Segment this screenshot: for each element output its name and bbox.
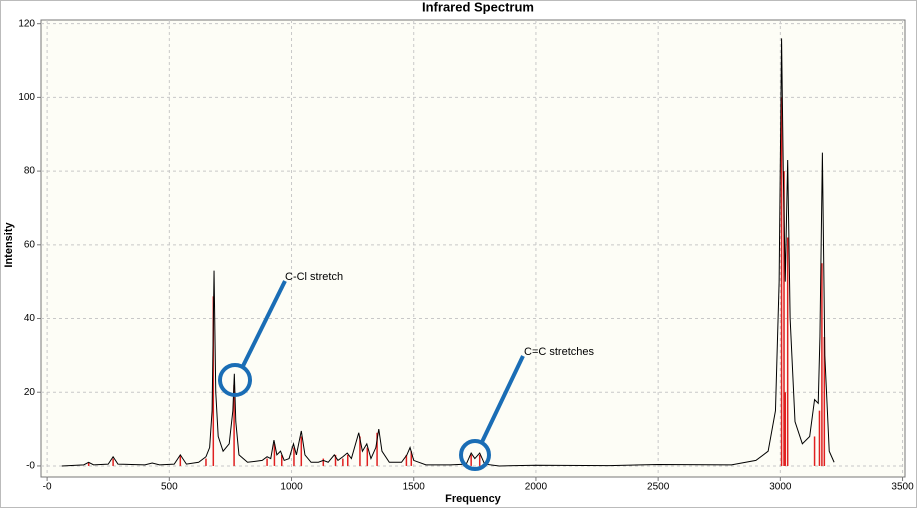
annotation-pointer: [241, 280, 287, 367]
x-tick-label: -0: [43, 482, 52, 493]
annotation-circle: [218, 363, 252, 397]
annotation: C=C stretches: [524, 346, 594, 358]
chart-title: Infrared Spectrum: [422, 0, 534, 14]
annotation-pointer: [480, 355, 525, 443]
x-tick-label: 2000: [525, 482, 548, 493]
annotation-circle: [459, 439, 491, 471]
y-tick-label: 100: [18, 92, 35, 103]
plot-area: [40, 19, 906, 478]
annotation: C-Cl stretch: [285, 271, 343, 283]
annotations: C-Cl stretch C=C stretches: [218, 271, 594, 471]
x-tick-label: 500: [161, 482, 178, 493]
y-axis-title: Intensity: [3, 222, 15, 268]
x-tick-label: 2500: [647, 482, 670, 493]
x-tick-label: 1500: [403, 482, 426, 493]
spectrum-line: [61, 38, 835, 467]
y-tick-label: -0: [26, 461, 35, 472]
x-axis-title: Frequency: [445, 493, 502, 505]
x-tick-label: 1000: [280, 482, 303, 493]
y-tick-label: 120: [18, 18, 35, 29]
x-tick-label: 3500: [891, 482, 914, 493]
y-tick-label: 80: [24, 166, 36, 177]
x-tick-label: 3000: [769, 482, 792, 493]
y-tick-label: 40: [24, 313, 36, 324]
y-tick-label: 60: [24, 239, 36, 250]
y-tick-label: 20: [24, 387, 36, 398]
